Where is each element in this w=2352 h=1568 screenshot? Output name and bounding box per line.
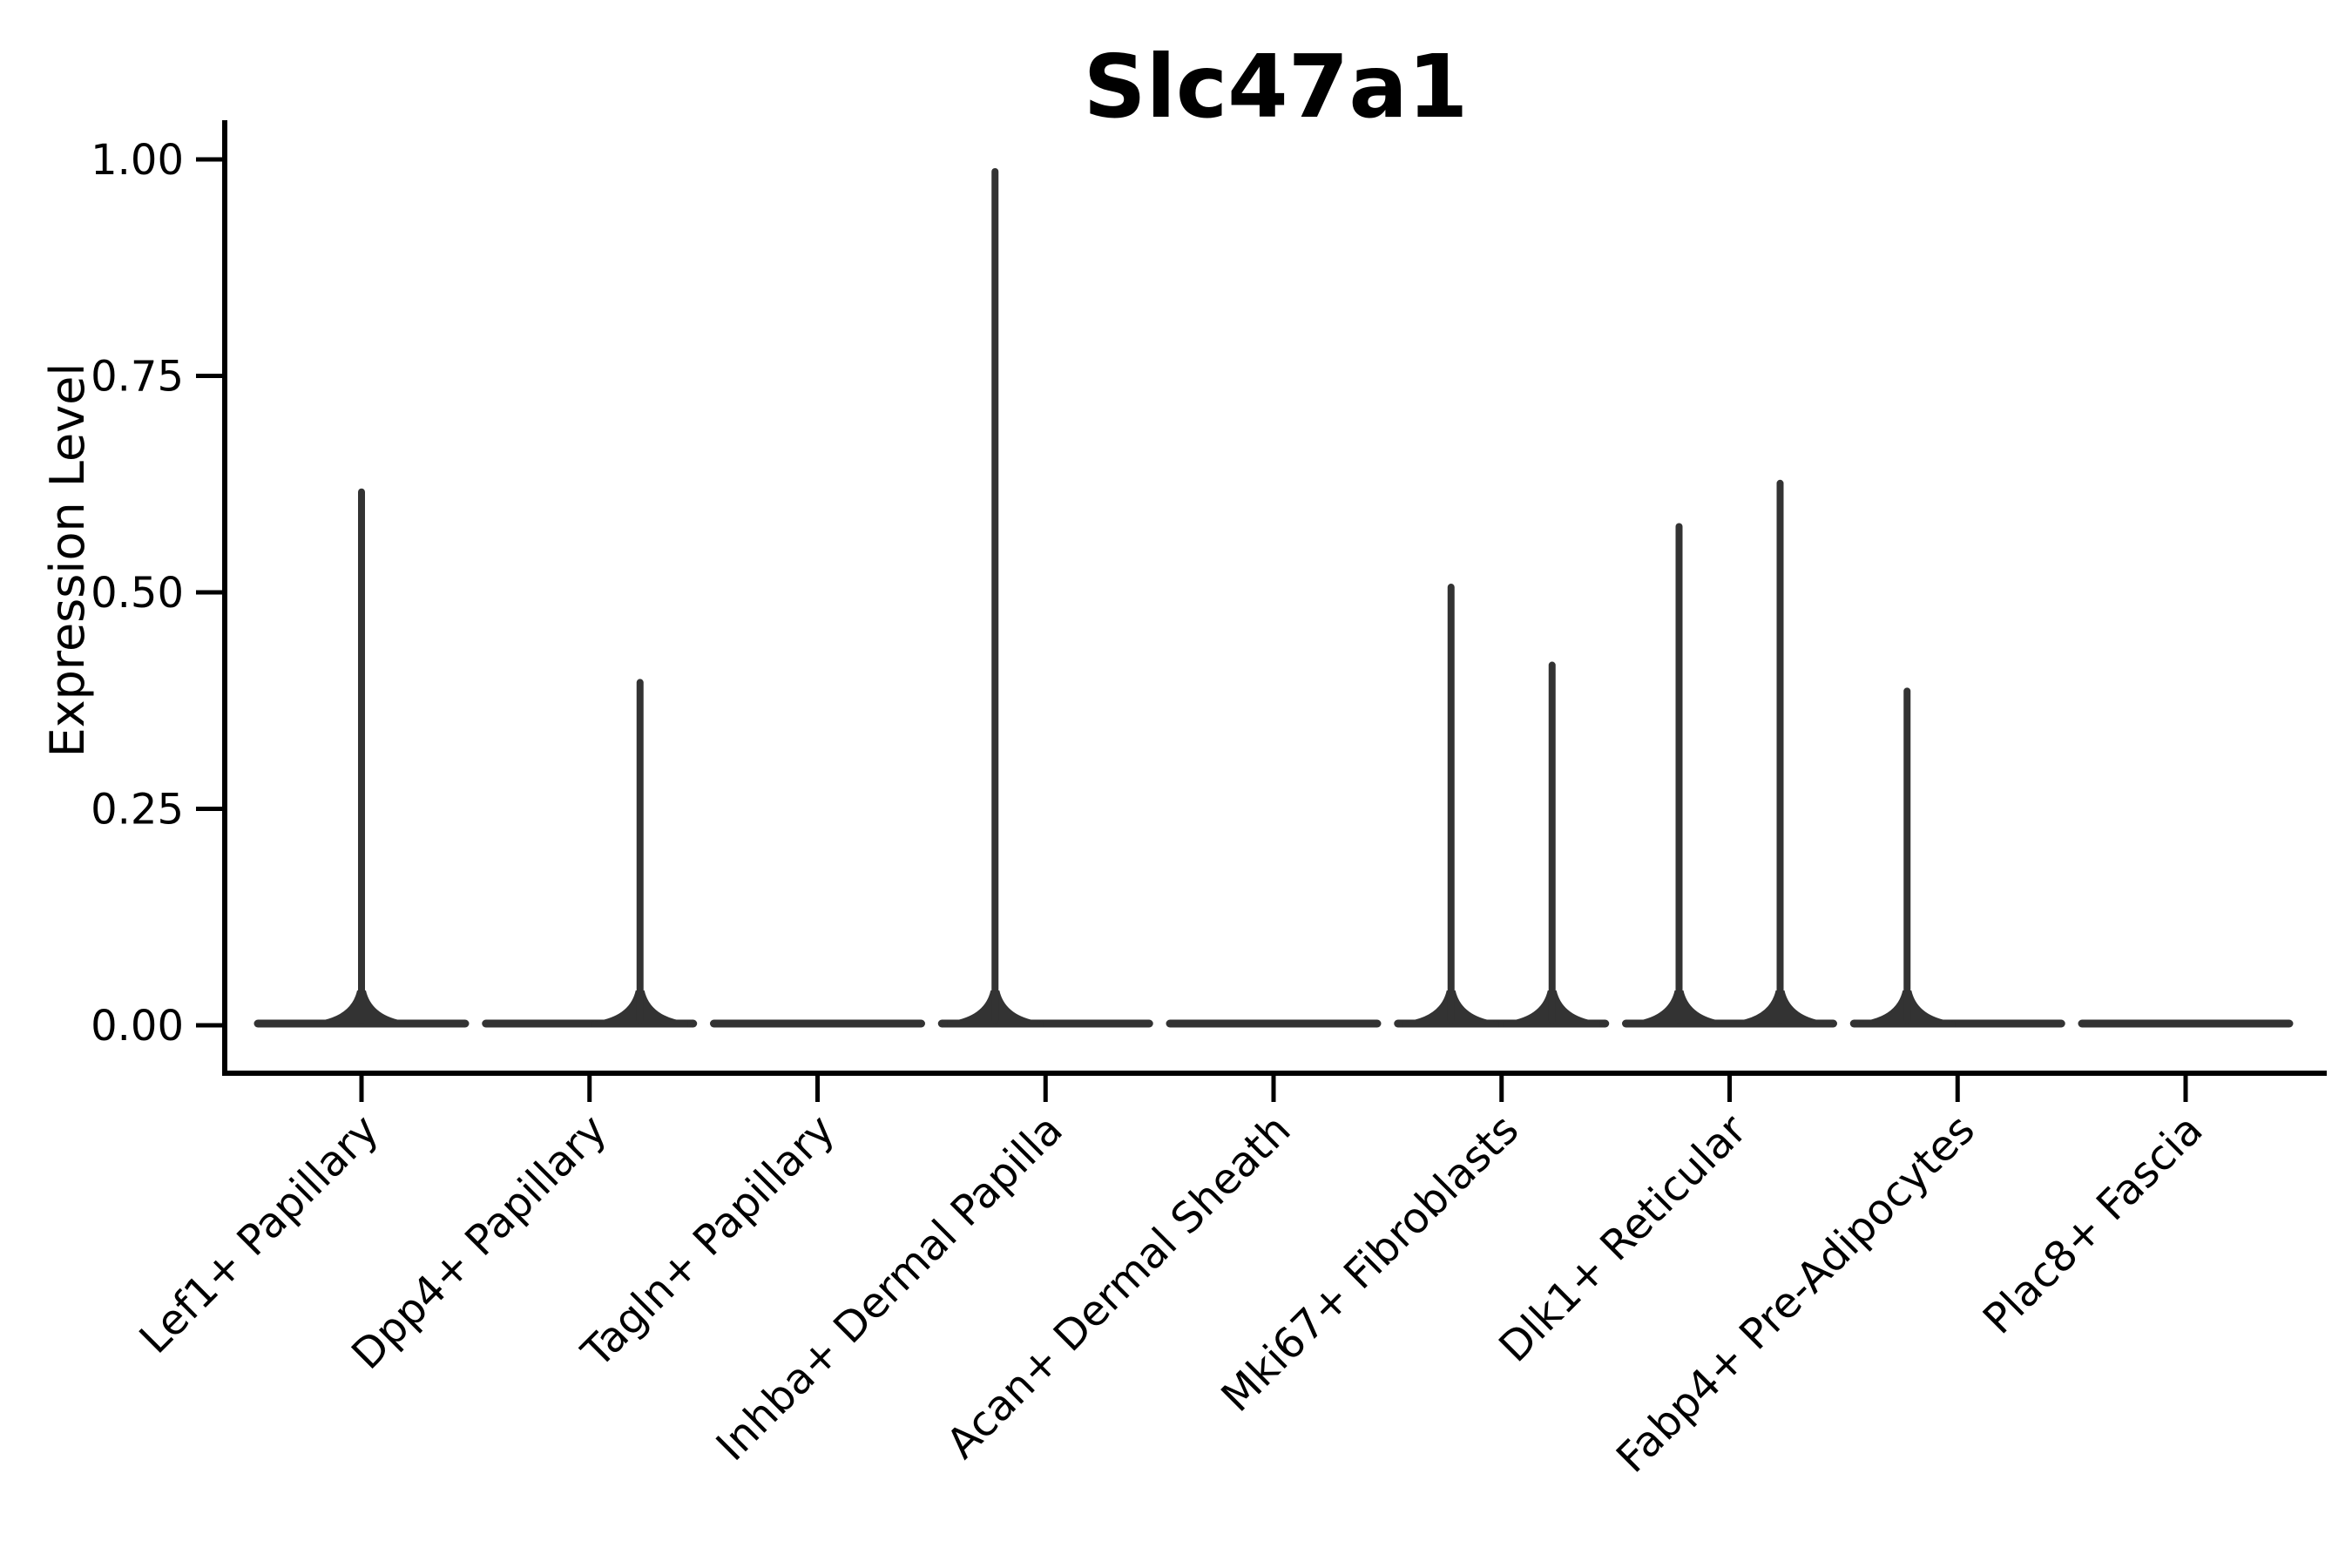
chart-title: Slc47a1: [1083, 36, 1469, 138]
x-tick-label: Lef1+ Papillary: [131, 1105, 389, 1363]
x-tick-label: Dpp4+ Papillary: [342, 1105, 616, 1379]
x-tick-label: Tagln+ Papillary: [572, 1105, 844, 1377]
y-tick-label: 0.75: [91, 353, 184, 402]
y-tick-label: 0.00: [91, 1002, 184, 1051]
x-tick-label: Dlk1+ Reticular: [1490, 1105, 1756, 1372]
x-tick-label: Plac8+ Fascia: [1974, 1105, 2213, 1344]
y-tick-label: 0.25: [91, 786, 184, 835]
x-tick-label: Fabp4+ Pre-Adipocytes: [1607, 1105, 1984, 1483]
y-tick-label: 0.50: [91, 569, 184, 618]
y-tick-label: 1.00: [91, 136, 184, 185]
